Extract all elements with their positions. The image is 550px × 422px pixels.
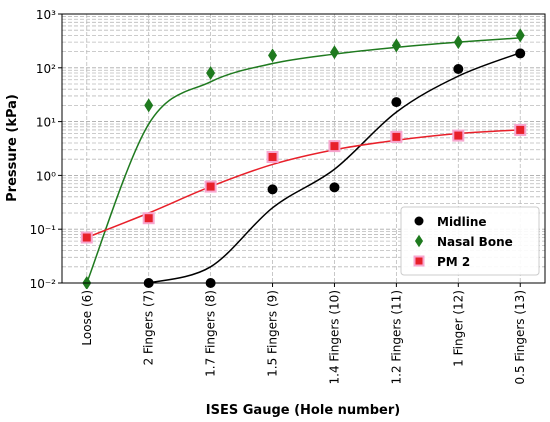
y-axis-label: Pressure (kPa) [5,94,20,202]
x-tick-label: 1.7 Fingers (8) [204,290,218,377]
marker [390,130,403,143]
x-tick-label: 1 Finger (12) [451,290,465,367]
x-tick-label: 2 Fingers (7) [142,290,156,365]
marker [453,63,464,74]
marker [414,234,424,248]
marker [414,216,424,226]
marker [515,28,525,43]
legend-label: Nasal Bone [437,235,513,249]
marker [267,184,278,195]
marker [328,140,341,153]
y-tick-label: 10⁻¹ [30,223,57,237]
x-axis-label: ISES Gauge (Hole number) [206,403,400,418]
x-tick-label: 1.4 Fingers (10) [327,290,341,385]
x-tick-label: Loose (6) [80,290,94,346]
y-tick-label: 10² [36,62,56,76]
marker [266,150,279,163]
marker [391,97,402,108]
plot-frame [61,13,546,284]
legend-label: Midline [437,215,487,229]
marker [206,66,216,81]
y-tick-label: 10⁻² [30,277,57,291]
marker [329,45,339,60]
marker [268,48,278,63]
marker [515,48,526,59]
marker [514,123,527,136]
x-tick-label: 1.5 Fingers (9) [266,290,280,377]
marker [391,38,401,53]
y-tick-label: 10³ [36,8,56,22]
x-tick-label: 0.5 Fingers (13) [513,290,527,385]
fit-line [148,52,521,284]
legend-box [400,206,540,276]
marker [80,231,93,244]
y-tick-label: 10⁰ [36,169,56,183]
marker [452,129,465,142]
y-tick-label: 10¹ [36,116,56,130]
marker [204,180,217,193]
legend-label: PM 2 [437,255,470,269]
marker [329,182,340,193]
marker [144,98,154,113]
x-tick-label: 1.2 Fingers (11) [389,290,403,385]
marker [453,35,463,50]
marker [413,255,425,267]
marker [142,212,155,225]
fit-line [86,37,521,284]
